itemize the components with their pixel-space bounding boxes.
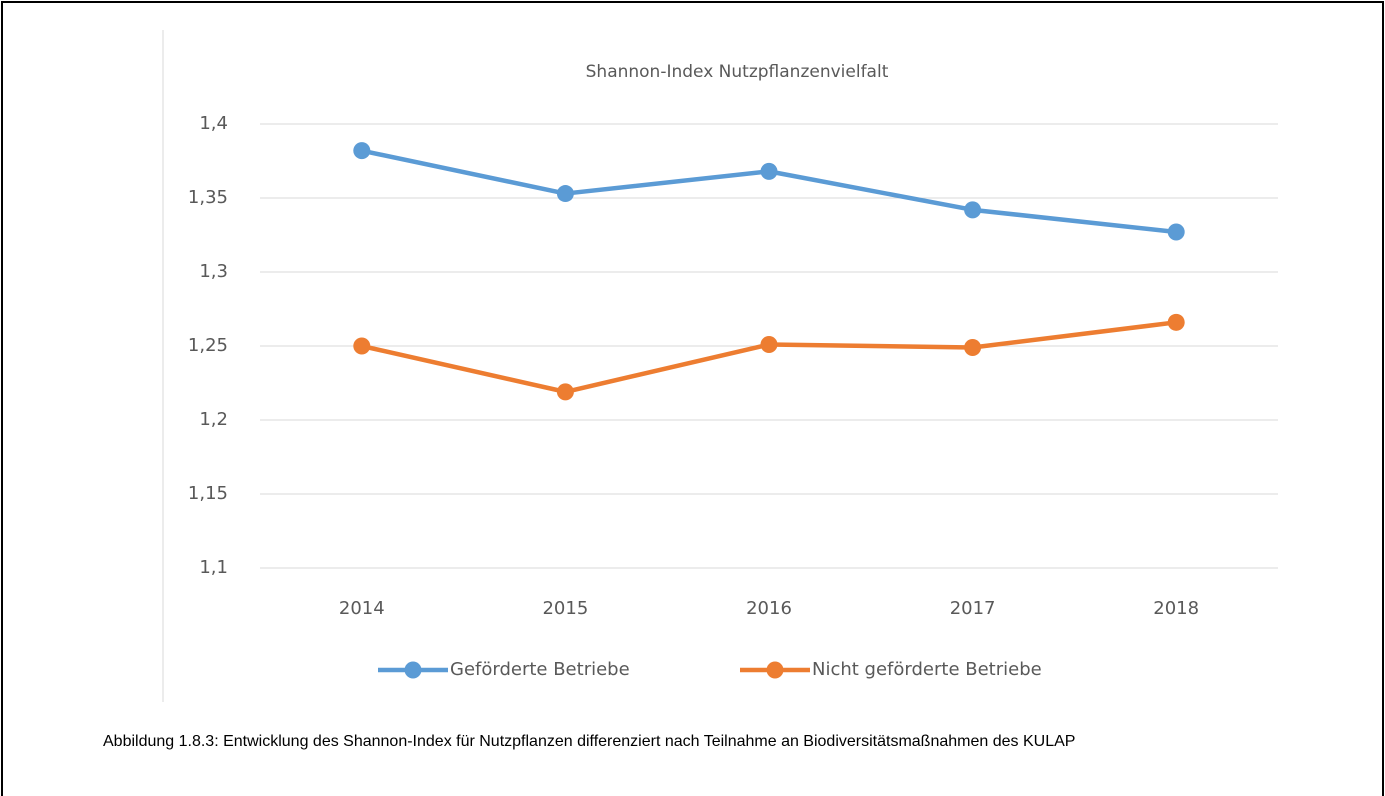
series-line <box>361 148 1177 235</box>
legend-marker <box>404 661 422 679</box>
y-tick-label: 1,15 <box>188 483 228 504</box>
y-tick-label: 1,3 <box>199 261 228 282</box>
x-tick-label: 2014 <box>339 598 385 619</box>
x-tick-label: 2017 <box>950 598 996 619</box>
data-point <box>1167 223 1185 241</box>
legend-marker <box>766 661 784 679</box>
data-point <box>964 201 982 219</box>
y-tick-label: 1,2 <box>199 409 228 430</box>
data-point <box>353 337 371 355</box>
x-tick-label: 2018 <box>1153 598 1199 619</box>
data-point <box>964 338 982 356</box>
data-point <box>353 142 371 160</box>
y-tick-label: 1,35 <box>188 187 228 208</box>
data-point <box>1167 313 1185 331</box>
series-line <box>361 320 1177 395</box>
legend-label: Geförderte Betriebe <box>450 659 630 680</box>
y-tick-label: 1,25 <box>188 335 228 356</box>
data-point <box>760 336 778 354</box>
x-tick-label: 2015 <box>542 598 588 619</box>
legend-label: Nicht geförderte Betriebe <box>812 659 1042 680</box>
data-point <box>556 185 574 203</box>
x-tick-label: 2016 <box>746 598 792 619</box>
data-point <box>556 383 574 401</box>
y-tick-label: 1,4 <box>199 113 228 134</box>
data-point <box>760 162 778 180</box>
y-tick-label: 1,1 <box>199 557 228 578</box>
chart-title: Shannon-Index Nutzpflanzenvielfalt <box>586 62 889 82</box>
caption: Abbildung 1.8.3: Entwicklung des Shannon… <box>103 733 1075 750</box>
